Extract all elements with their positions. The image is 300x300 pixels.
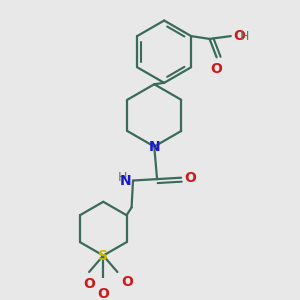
Text: H: H [117,171,127,184]
Text: O: O [83,277,95,291]
Text: O: O [97,287,109,300]
Text: N: N [120,173,132,188]
Text: O: O [211,62,223,76]
Text: S: S [98,249,108,262]
Text: H: H [240,30,249,43]
Text: O: O [184,171,196,185]
Text: N: N [148,140,160,154]
Text: O: O [121,275,133,289]
Text: O: O [233,29,245,43]
